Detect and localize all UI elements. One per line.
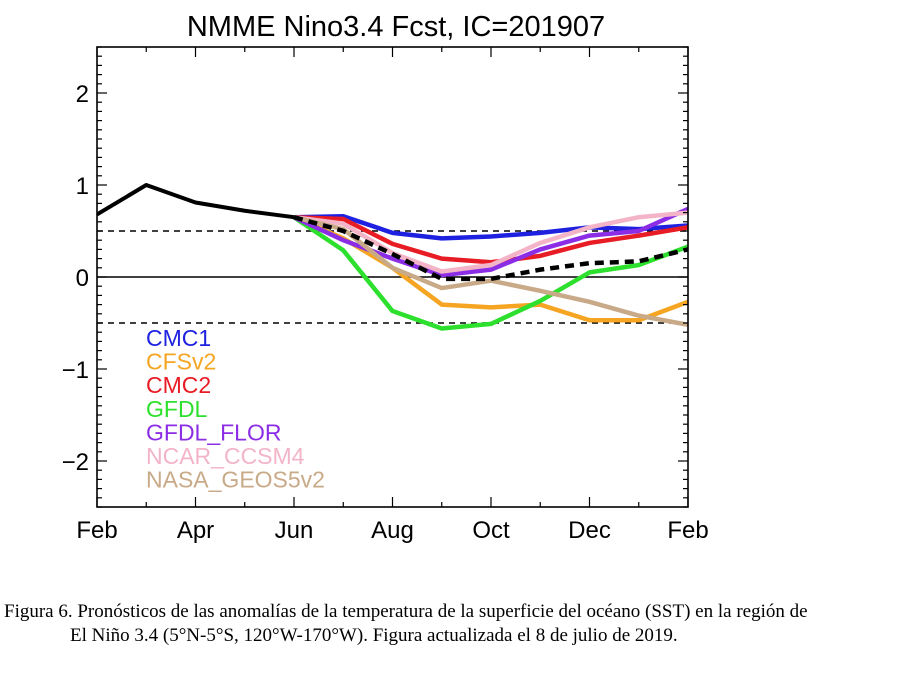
chart-title: NMME Nino3.4 Fcst, IC=201907 xyxy=(187,11,605,43)
x-tick-label: Oct xyxy=(472,517,510,544)
legend-entry: CMC2 xyxy=(146,372,211,398)
series-line-cmc1 xyxy=(291,214,688,241)
axes: 2 1 0 −1 −2 Feb Apr Jun Aug Oct Dec Feb xyxy=(62,46,709,544)
series-line-ncar-ccsm4 xyxy=(291,210,688,274)
figure-caption: Figura 6. Pronósticos de las anomalías d… xyxy=(0,600,916,648)
series-line-nasa-geos5v2 xyxy=(291,214,688,328)
reference-lines xyxy=(97,230,688,324)
series-line-gfdl xyxy=(291,214,688,331)
y-tick-label: 2 xyxy=(76,81,89,108)
observed-line xyxy=(97,183,295,220)
x-tick-label: Jun xyxy=(275,517,314,544)
legend-entry: NASA_GEOS5v2 xyxy=(146,467,325,493)
caption-line-1: Figura 6. Pronósticos de las anomalías d… xyxy=(4,601,808,622)
y-tick-label: −1 xyxy=(62,357,89,384)
x-tick-label: Apr xyxy=(177,517,214,544)
y-tick-label: 1 xyxy=(76,173,89,200)
series-line-cmc2 xyxy=(291,214,688,265)
x-tick-label: Dec xyxy=(568,517,611,544)
x-tick-label: Aug xyxy=(371,517,414,544)
series-layer xyxy=(97,183,688,331)
y-tick-label: −2 xyxy=(62,449,89,476)
legend-entry: CMC1 xyxy=(146,325,211,351)
legend-entry: GFDL_FLOR xyxy=(146,419,281,445)
x-tick-label: Feb xyxy=(667,517,708,544)
legend-entry: GFDL xyxy=(146,396,208,422)
caption-line-2: El Niño 3.4 (5°N-5°S, 120°W-170°W). Figu… xyxy=(70,625,678,646)
legend: CMC1CFSv2CMC2GFDLGFDL_FLORNCAR_CCSM4NASA… xyxy=(146,325,325,493)
x-tick-label: Feb xyxy=(76,517,117,544)
legend-entry: CFSv2 xyxy=(146,349,216,375)
legend-entry: NCAR_CCSM4 xyxy=(146,443,305,469)
series-line-gfdl-flor xyxy=(291,206,688,278)
y-tick-label: 0 xyxy=(76,265,89,292)
nino34-forecast-chart: NMME Nino3.4 Fcst, IC=201907 2 1 0 −1 −2 Feb A… xyxy=(62,11,709,544)
